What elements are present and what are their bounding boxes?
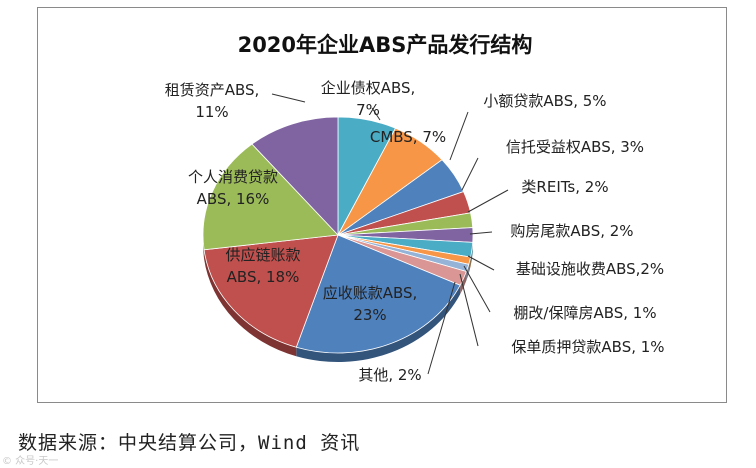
chart-title: 2020年企业ABS产品发行结构 xyxy=(238,33,533,57)
leader-line xyxy=(469,231,493,235)
leader-line xyxy=(271,93,306,103)
pie-slice xyxy=(203,234,339,348)
slice-label: 其他, 2% xyxy=(358,366,421,384)
pie-slice xyxy=(295,234,461,354)
leader-lines xyxy=(271,93,509,375)
slice-label: 应收账款ABS, 23% xyxy=(323,284,418,324)
slice-labels: 企业债权ABS, 7% CMBS, 7% 小额贷款ABS, 5% 信托受益权ABS, 3… xyxy=(165,79,665,384)
slice-label: 类REITs, 2% xyxy=(521,178,608,196)
slice-label: 小额贷款ABS, 5% xyxy=(483,92,606,110)
pie-slices xyxy=(202,116,474,362)
slice-label: 企业债权ABS, 7% xyxy=(321,79,416,119)
source-note: 数据来源：中央结算公司，Wind 资讯 xyxy=(18,432,361,454)
slice-label: CMBS, 7% xyxy=(370,128,446,146)
pie-slice xyxy=(202,143,339,251)
slice-label: 租赁资产ABS, 11% xyxy=(165,81,260,121)
slice-label: 保单质押贷款ABS, 1% xyxy=(511,338,664,356)
leader-line xyxy=(463,265,491,313)
pie-slice xyxy=(251,116,339,237)
slice-label: 购房尾款ABS, 2% xyxy=(510,222,633,240)
slice-wall xyxy=(460,271,467,295)
leader-line xyxy=(461,157,479,191)
slice-label: 个人消费贷款 ABS, 16% xyxy=(188,168,278,208)
leader-line xyxy=(371,107,381,121)
slice-wall xyxy=(204,249,297,357)
slice-wall xyxy=(468,257,471,274)
slice-label: 供应链账款 ABS, 18% xyxy=(225,246,300,286)
leader-line xyxy=(459,273,479,347)
slice-label: 信托受益权ABS, 3% xyxy=(506,138,644,156)
leader-line xyxy=(427,281,456,375)
leader-line xyxy=(467,255,495,271)
watermark: © 众号·天一 xyxy=(2,456,59,467)
leader-line xyxy=(449,111,469,161)
leader-line xyxy=(467,189,509,213)
slice-label: 棚改/保障房ABS, 1% xyxy=(513,304,656,322)
slice-label: 基础设施收费ABS,2% xyxy=(516,260,664,278)
